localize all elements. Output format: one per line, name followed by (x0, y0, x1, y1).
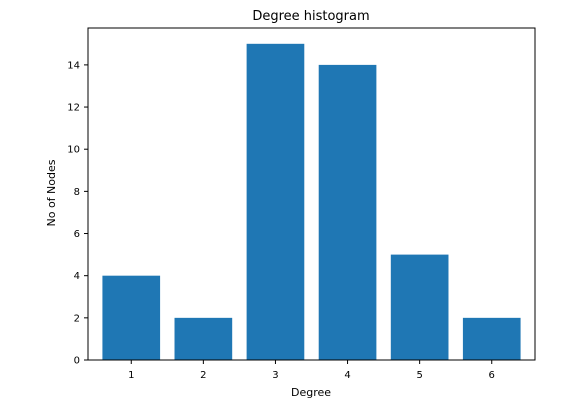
x-axis-label: Degree (291, 386, 331, 399)
y-axis-ticks: 0 2 4 6 8 10 12 14 (67, 60, 88, 367)
x-tick-label: 1 (128, 370, 134, 381)
plot-frame (87, 27, 536, 361)
x-axis-ticks: 1 2 3 4 5 6 (128, 360, 495, 381)
y-axis-label: No of Nodes (45, 159, 58, 226)
y-tick-label: 8 (74, 187, 80, 198)
x-tick-label: 4 (344, 370, 350, 381)
y-tick-label: 6 (74, 229, 80, 240)
bar-degree-5 (390, 254, 449, 360)
y-tick-label: 10 (67, 145, 80, 156)
bar-degree-3 (246, 43, 305, 361)
bars-group (102, 43, 521, 361)
x-tick-label: 6 (489, 370, 495, 381)
x-tick-label: 5 (416, 370, 422, 381)
chart-title: Degree histogram (252, 9, 369, 24)
y-tick-label: 12 (67, 103, 80, 114)
bar-degree-1 (102, 275, 161, 360)
y-tick-label: 2 (74, 313, 80, 324)
y-tick-label: 4 (74, 271, 80, 282)
x-tick-label: 2 (200, 370, 206, 381)
y-tick-label: 14 (67, 60, 80, 71)
bar-degree-4 (318, 64, 377, 360)
y-tick-label: 0 (74, 356, 80, 367)
bar-degree-6 (462, 317, 521, 360)
x-tick-label: 3 (272, 370, 278, 381)
bar-degree-2 (174, 317, 233, 360)
